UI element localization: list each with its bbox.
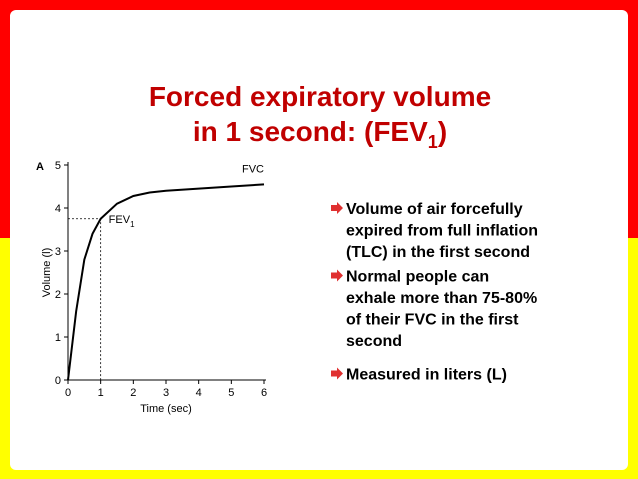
bullet-text: Measured in liters (L) xyxy=(346,367,507,384)
bullet-arrow xyxy=(331,269,343,282)
y-tick-label: 3 xyxy=(55,246,61,258)
panel-label: A xyxy=(36,161,44,173)
title-text: ) xyxy=(438,116,447,147)
annotation-sub: 1 xyxy=(130,220,135,229)
annotation-text: FEV xyxy=(109,214,131,226)
series-line xyxy=(67,183,265,381)
slide-panel xyxy=(10,10,628,470)
x-axis-label: Time (sec) xyxy=(140,403,192,415)
x-tick-label: 0 xyxy=(65,387,71,399)
bullet-text: (TLC) in the first second xyxy=(346,244,530,261)
y-tick-label: 2 xyxy=(55,289,61,301)
bullet-text: of their FVC in the first xyxy=(346,312,519,329)
bullet-list: Volume of air forcefully expired from ful… xyxy=(331,201,538,384)
x-tick-label: 5 xyxy=(228,387,234,399)
chart: A 0 1 2 3 4 5 0 1 2 3 4 5 6 Time (sec) Volume (l) FVC FEV… xyxy=(36,160,267,415)
y-axis-label: Volume (l) xyxy=(41,248,53,298)
x-tick-label: 1 xyxy=(98,387,104,399)
x-tick-label: 6 xyxy=(261,387,267,399)
bullet-arrow xyxy=(331,202,343,214)
y-tick-label: 5 xyxy=(55,160,61,172)
x-tick-label: 3 xyxy=(163,387,169,399)
title-sub: 1 xyxy=(428,132,438,152)
bullet-arrow xyxy=(331,367,343,380)
bullet-text: second xyxy=(346,333,402,350)
x-tick-label: 4 xyxy=(196,387,202,399)
title-line: in 1 second: (FEV1) xyxy=(193,116,447,152)
x-tick-label: 2 xyxy=(130,387,136,399)
y-tick-label: 1 xyxy=(55,332,61,344)
series-label: FVC xyxy=(242,163,264,175)
fev1-guide xyxy=(68,218,102,380)
y-tick-label: 4 xyxy=(55,203,61,215)
bullet-text: expired from full inflation xyxy=(346,223,538,240)
bullet-text: exhale more than 75-80% xyxy=(346,290,537,307)
annotation: FEV1 xyxy=(109,214,135,229)
bullet-text: Volume of air forcefully xyxy=(346,201,523,218)
title-line: Forced expiratory volume xyxy=(149,81,491,112)
title-text: in 1 second: (FEV xyxy=(193,116,428,147)
bullet-text: Normal people can xyxy=(346,269,489,286)
y-tick-label: 0 xyxy=(55,375,61,387)
